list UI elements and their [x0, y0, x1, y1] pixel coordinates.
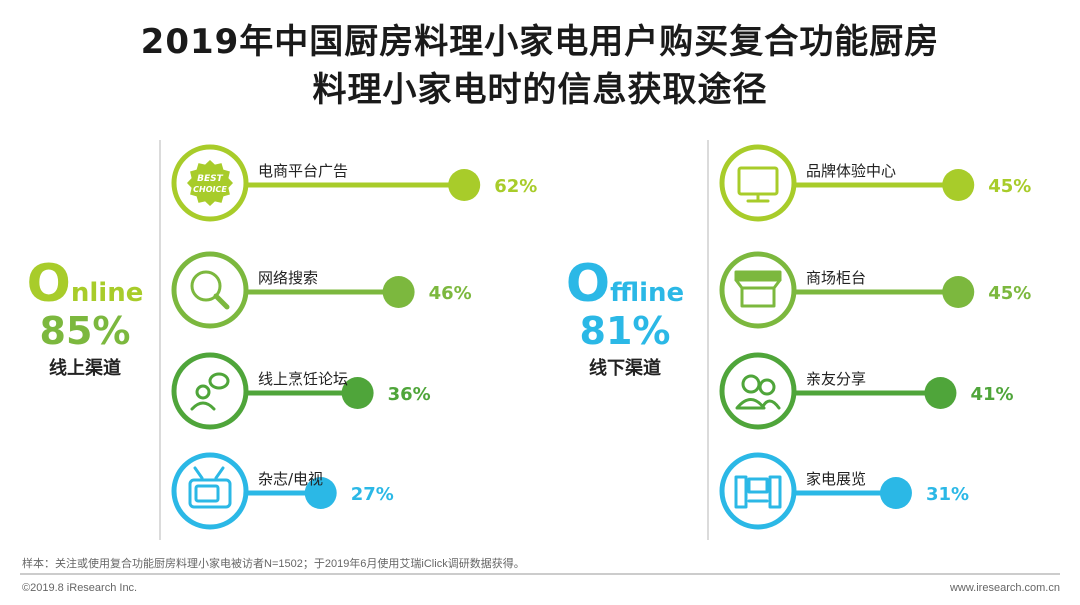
- badge-text-line2: CHOICE: [193, 185, 227, 194]
- offline-word: ffline: [610, 278, 685, 308]
- category-label: 杂志/电视: [258, 470, 323, 488]
- copyright: ©2019.8 iResearch Inc.: [22, 582, 138, 594]
- magnifier-icon: [190, 270, 230, 310]
- people-icon: [735, 374, 781, 410]
- bar-row-3: 亲友分享 41%: [719, 352, 1014, 430]
- icon-ring: [171, 251, 249, 329]
- offline-initial: O: [565, 254, 611, 314]
- online-initial: O: [26, 254, 71, 314]
- website: www.iresearch.com.cn: [949, 582, 1060, 594]
- bar-row-1: 品牌体验中心 45%: [719, 144, 1031, 222]
- home-theater-icon: [734, 475, 782, 509]
- offline-summary: Offline 81% 线下渠道: [555, 258, 695, 380]
- tv-icon: [188, 466, 232, 509]
- monitor-icon: [737, 166, 779, 203]
- icon-ring: [719, 251, 797, 329]
- category-label: 网络搜索: [258, 269, 318, 287]
- category-label: 商场柜台: [806, 269, 866, 287]
- online-percent: 85%: [39, 309, 131, 353]
- online-summary: Online 85% 线上渠道: [20, 258, 150, 380]
- bar-row-4: 家电展览 31%: [719, 452, 969, 530]
- value-label: 45%: [988, 176, 1031, 197]
- bar-end-dot: [304, 477, 337, 509]
- bar-end-dot: [382, 276, 415, 308]
- badge-text-line1: BEST: [197, 174, 223, 184]
- chart-title-line2: 料理小家电时的信息获取途径: [312, 70, 768, 110]
- value-label: 41%: [970, 384, 1013, 405]
- online-word: nline: [70, 278, 144, 308]
- icon-ring: [171, 452, 249, 530]
- bar-row-4: 杂志/电视 27%: [171, 452, 394, 530]
- offline-percent: 81%: [579, 309, 671, 353]
- icon-ring: [719, 144, 797, 222]
- store-counter-icon: [734, 270, 782, 308]
- bar-row-3: 线上烹饪论坛 36%: [171, 352, 431, 430]
- sample-note: 样本：关注或使用复合功能厨房料理小家电被访者N=1502；于2019年6月使用艾…: [22, 558, 525, 570]
- value-label: 45%: [988, 283, 1031, 304]
- icon-ring: [719, 352, 797, 430]
- value-label: 27%: [351, 484, 394, 505]
- bar-end-dot: [879, 477, 912, 509]
- value-label: 62%: [494, 176, 537, 197]
- bar-end-dot: [942, 169, 975, 201]
- category-label: 亲友分享: [806, 370, 866, 388]
- bar-end-dot: [448, 169, 481, 201]
- value-label: 46%: [429, 283, 472, 304]
- bar-end-dot: [942, 276, 975, 308]
- bar-row-2: 网络搜索 46%: [171, 251, 472, 329]
- category-label: 品牌体验中心: [806, 162, 896, 180]
- value-label: 36%: [388, 384, 431, 405]
- category-label: 电商平台广告: [258, 162, 348, 180]
- bar-end-dot: [341, 377, 374, 409]
- chart-title-line1: 2019年中国厨房料理小家电用户购买复合功能厨房: [140, 22, 940, 62]
- chat-user-icon: [190, 372, 230, 411]
- offline-label: 线下渠道: [589, 358, 661, 379]
- online-label: 线上渠道: [49, 358, 121, 379]
- bar-row-2: 商场柜台 45%: [719, 251, 1031, 329]
- category-label: 线上烹饪论坛: [258, 370, 348, 388]
- category-label: 家电展览: [806, 470, 866, 488]
- value-label: 31%: [926, 484, 969, 505]
- bar-end-dot: [924, 377, 957, 409]
